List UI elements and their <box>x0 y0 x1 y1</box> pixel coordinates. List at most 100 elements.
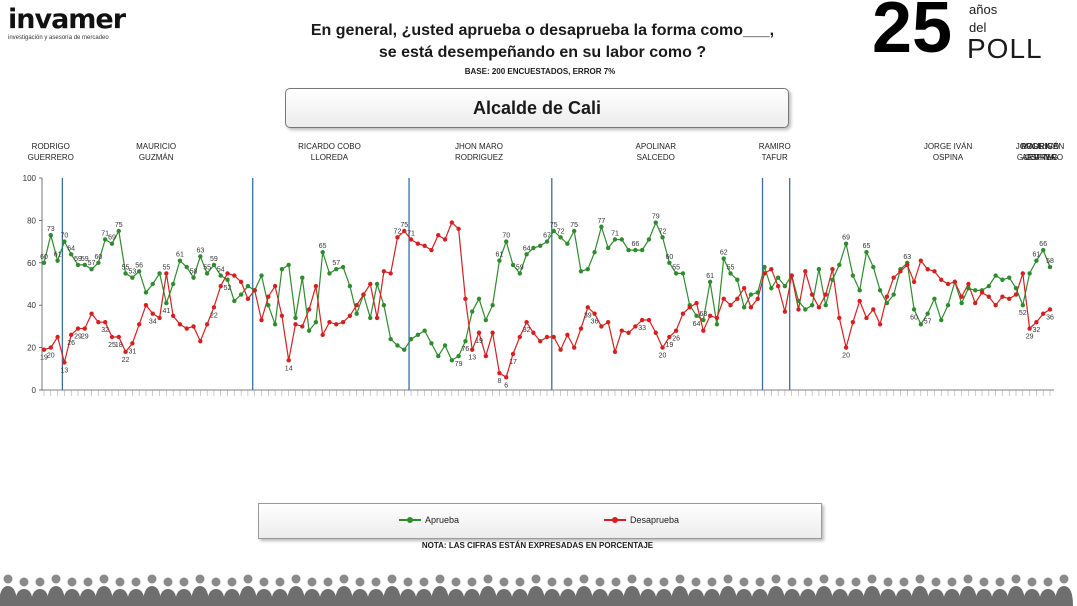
data-point-aprueba <box>504 239 509 244</box>
data-point-desaprueba <box>143 303 149 308</box>
data-point-aprueba <box>707 279 713 285</box>
data-point-desaprueba <box>898 269 903 274</box>
crowd-body <box>831 589 849 606</box>
mayor-label-line: RODRIGUEZ <box>455 153 503 162</box>
crowd-body <box>639 589 657 606</box>
crowd-head <box>1059 574 1069 584</box>
crowd-head <box>275 577 285 587</box>
data-point-aprueba <box>809 303 815 308</box>
data-point-desaprueba <box>510 351 516 357</box>
data-label: 19 <box>665 342 673 349</box>
crowd-head <box>547 577 557 587</box>
data-point-desaprueba <box>170 313 176 318</box>
data-label: 33 <box>638 325 646 332</box>
data-point-desaprueba <box>483 353 489 359</box>
data-point-aprueba <box>130 275 135 280</box>
data-point-desaprueba <box>347 313 353 318</box>
crowd-body <box>303 589 321 606</box>
data-point-aprueba <box>476 296 482 302</box>
crowd-body <box>399 589 417 606</box>
crowd-head <box>195 574 205 584</box>
crowd-body <box>975 589 993 606</box>
data-label: 71 <box>407 230 415 237</box>
data-point-aprueba <box>327 271 332 276</box>
data-point-aprueba <box>966 286 971 291</box>
logo-tagline: investigación y asesoría de mercadeo <box>8 35 109 41</box>
data-point-desaprueba <box>884 294 890 299</box>
data-point-aprueba <box>932 296 937 302</box>
crowd-body <box>367 589 385 606</box>
crowd-head <box>739 577 749 587</box>
crowd-head <box>99 574 109 584</box>
data-point-aprueba <box>109 241 115 246</box>
y-tick-label: 0 <box>32 386 37 395</box>
legend-desaprueba: Desaprueba <box>604 515 679 525</box>
data-point-desaprueba <box>871 307 876 312</box>
crowd-body <box>735 589 753 606</box>
data-point-desaprueba <box>470 347 475 352</box>
crowd-body <box>991 589 1009 606</box>
data-label: 57 <box>88 260 96 267</box>
data-point-aprueba <box>354 311 359 316</box>
crowd-head <box>963 574 973 584</box>
data-point-aprueba <box>123 271 128 276</box>
data-point-aprueba <box>673 271 679 276</box>
crowd-head <box>723 574 733 584</box>
crowd-head <box>51 574 61 584</box>
crowd-body <box>623 586 641 606</box>
data-label: 32 <box>101 327 109 334</box>
data-point-aprueba <box>850 273 856 278</box>
data-label: 57 <box>332 260 340 267</box>
data-point-desaprueba <box>96 319 101 325</box>
crowd-head <box>931 577 941 587</box>
data-point-desaprueba <box>245 296 251 302</box>
crowd-head <box>595 577 605 587</box>
mayor-label-line: TAFUR <box>762 153 788 162</box>
crowd-head <box>947 577 957 587</box>
crowd-head <box>483 574 493 584</box>
data-point-desaprueba <box>599 324 604 329</box>
crowd-body <box>543 589 561 606</box>
crowd-body <box>63 589 81 606</box>
crowd-body <box>207 589 225 606</box>
mayor-label: RAMIRO TAFUR <box>759 142 791 162</box>
crowd-head <box>211 577 221 587</box>
data-point-desaprueba <box>707 313 713 318</box>
crowd-head <box>659 577 669 587</box>
data-point-aprueba <box>177 258 183 263</box>
data-label: 32 <box>523 327 531 334</box>
data-point-desaprueba <box>327 319 332 325</box>
data-point-aprueba <box>279 266 285 272</box>
data-point-aprueba <box>225 277 230 282</box>
crowd-body <box>847 589 865 606</box>
legend-aprueba-label: Aprueba <box>425 515 460 525</box>
data-point-desaprueba <box>524 319 529 325</box>
data-point-aprueba <box>510 262 516 268</box>
data-point-desaprueba <box>714 315 720 321</box>
data-label: 54 <box>217 267 225 274</box>
crowd-head <box>243 574 253 584</box>
data-point-desaprueba <box>538 339 543 344</box>
data-point-desaprueba <box>741 286 747 291</box>
data-point-desaprueba <box>232 273 237 278</box>
data-point-aprueba <box>633 247 638 253</box>
data-point-desaprueba <box>973 300 978 306</box>
crowd-head <box>19 577 29 587</box>
crowd-body <box>79 589 97 606</box>
crowd-body <box>575 586 593 606</box>
data-point-aprueba <box>306 328 312 333</box>
data-point-desaprueba <box>504 375 509 380</box>
data-point-desaprueba <box>293 322 298 327</box>
data-point-aprueba <box>911 307 917 312</box>
data-label: 18 <box>115 342 123 349</box>
crowd-head <box>515 577 525 587</box>
data-point-aprueba <box>82 262 87 268</box>
data-point-desaprueba <box>55 334 60 340</box>
crowd-body <box>703 589 721 606</box>
data-point-desaprueba <box>905 262 910 268</box>
data-point-desaprueba <box>626 330 631 335</box>
data-point-desaprueba <box>986 294 992 299</box>
series-line-desaprueba <box>43 221 1051 379</box>
crowd-body <box>47 586 65 606</box>
crowd-head <box>115 577 125 587</box>
